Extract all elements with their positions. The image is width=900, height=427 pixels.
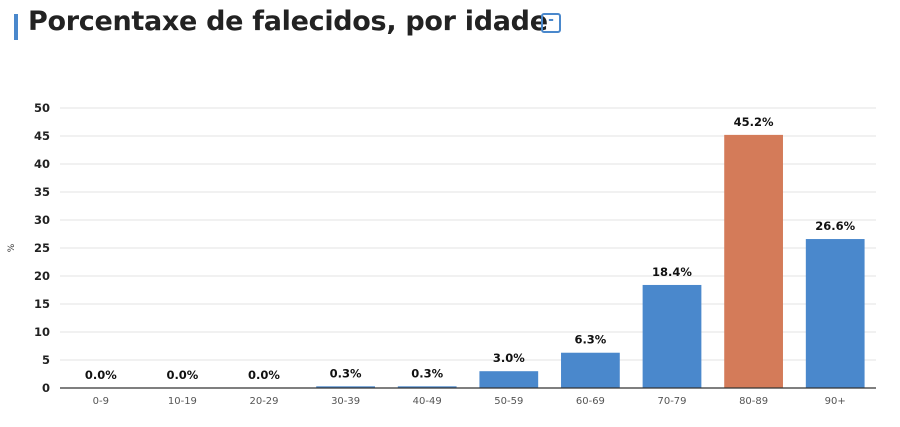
x-tick-label: 30-39: [331, 396, 360, 407]
title-accent-bar: [14, 14, 18, 40]
y-tick-label: 0: [42, 381, 50, 395]
y-tick-label: 15: [34, 297, 50, 311]
y-tick-label: 20: [34, 269, 50, 283]
x-tick-label: 80-89: [739, 396, 768, 407]
minus-icon: -: [548, 12, 554, 28]
bar: [397, 386, 457, 388]
x-tick-label: 50-59: [494, 396, 523, 407]
y-tick-label: 40: [34, 157, 50, 171]
bar: [479, 371, 539, 388]
x-tick-label: 90+: [825, 396, 846, 407]
data-label: 26.6%: [815, 219, 855, 233]
data-label: 0.0%: [85, 368, 117, 382]
data-label: 0.3%: [411, 366, 443, 380]
bar: [316, 386, 375, 388]
data-label: 0.0%: [248, 368, 280, 382]
data-label: 18.4%: [652, 265, 692, 279]
data-label: 0.3%: [330, 366, 362, 380]
x-tick-label: 40-49: [413, 396, 442, 407]
y-tick-label: 25: [34, 241, 50, 255]
data-label: 45.2%: [734, 115, 774, 129]
y-tick-label: 10: [34, 325, 50, 339]
data-label: 3.0%: [493, 351, 525, 365]
bar: [561, 352, 620, 388]
bar: [642, 284, 702, 388]
data-label: 0.0%: [166, 368, 198, 382]
x-tick-label: 70-79: [657, 396, 686, 407]
y-tick-label: 5: [42, 353, 50, 367]
bar: [724, 134, 783, 388]
y-tick-label: 50: [34, 101, 50, 115]
y-axis-label: %: [7, 243, 17, 252]
x-tick-label: 20-29: [249, 396, 278, 407]
x-tick-label: 0-9: [93, 396, 109, 407]
y-tick-label: 35: [34, 185, 50, 199]
y-tick-label: 45: [34, 129, 50, 143]
y-tick-label: 30: [34, 213, 50, 227]
collapse-button[interactable]: -: [541, 13, 561, 33]
page-title: Porcentaxe de falecidos, por idade: [28, 6, 548, 37]
data-label: 6.3%: [574, 333, 606, 347]
x-tick-label: 10-19: [168, 396, 197, 407]
bar: [805, 239, 865, 388]
x-tick-label: 60-69: [576, 396, 605, 407]
